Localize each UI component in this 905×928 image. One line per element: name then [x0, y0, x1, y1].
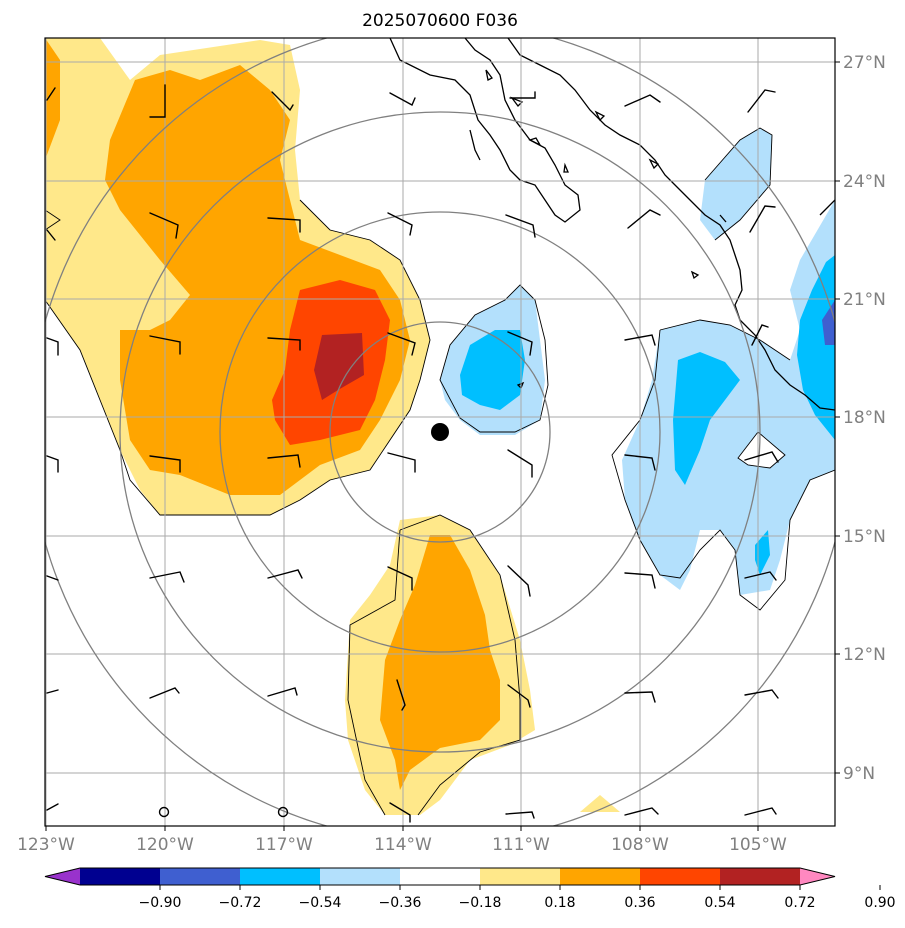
colorbar-tick-label: 0.36 [624, 895, 655, 911]
lat-label-18n: 18°N [843, 408, 886, 428]
colorbar-bin [80, 868, 161, 885]
colorbar-bin [240, 868, 321, 885]
lon-label-114w: 114°W [374, 835, 432, 855]
lon-label-111w: 111°W [492, 835, 550, 855]
map-panel [45, 38, 835, 826]
colorbar-ticks [159, 885, 881, 890]
colorbar-tick-label: −0.36 [379, 895, 422, 911]
lon-label-123w: 123°W [17, 835, 75, 855]
coastlines [389, 38, 835, 411]
lat-label-24n: 24°N [843, 172, 886, 192]
range-rings [45, 38, 835, 826]
positive-anomaly-south [345, 515, 620, 815]
lat-label-21n: 21°N [843, 290, 886, 310]
colorbar-swatches [44, 867, 836, 886]
lat-label-15n: 15°N [843, 527, 886, 547]
lat-label-9n: 9°N [843, 764, 875, 784]
longitude-labels: 123°W 120°W 117°W 114°W 111°W 108°W 105°… [17, 835, 787, 855]
colorbar: −0.90 −0.72 −0.54 −0.36 −0.18 0.18 0.36 0.54 0.7… [44, 867, 896, 911]
map-frame [44, 37, 836, 827]
storm-center-marker [431, 423, 449, 441]
colorbar-tick-label: 0.90 [864, 895, 895, 911]
calm-wind-markers [158, 806, 289, 818]
colorbar-outline [44, 867, 836, 886]
axis-ticks [45, 61, 840, 831]
wind-barbs [46, 84, 779, 823]
lat-label-27n: 27°N [843, 53, 886, 73]
colorbar-bin [560, 868, 641, 885]
colorbar-bin [400, 868, 481, 885]
colorbar-extend-high [800, 868, 835, 885]
positive-anomaly-west [45, 38, 430, 515]
colorbar-tick-label: −0.18 [459, 895, 502, 911]
colorbar-tick-label: 0.72 [784, 895, 815, 911]
colorbar-tick-label: 0.54 [704, 895, 735, 911]
lon-label-108w: 108°W [611, 835, 669, 855]
plot-title: 2025070600 F036 [362, 11, 518, 31]
colorbar-tick-label: 0.18 [544, 895, 575, 911]
colorbar-bin [320, 868, 401, 885]
colorbar-bin [640, 868, 721, 885]
lat-label-12n: 12°N [843, 645, 886, 665]
lon-label-120w: 120°W [136, 835, 194, 855]
colorbar-tick-label: −0.54 [299, 895, 342, 911]
lon-label-105w: 105°W [729, 835, 787, 855]
colorbar-bin [720, 868, 801, 885]
lon-label-117w: 117°W [255, 835, 313, 855]
colorbar-bin [480, 868, 561, 885]
negative-anomaly-center [440, 285, 545, 435]
colorbar-tick-labels: −0.90 −0.72 −0.54 −0.36 −0.18 0.18 0.36 0.54 0.7… [139, 895, 896, 911]
colorbar-tick-label: −0.90 [139, 895, 182, 911]
colorbar-extend-low [45, 868, 80, 885]
latitude-labels: 27°N 24°N 21°N 18°N 15°N 12°N 9°N [843, 53, 886, 784]
colorbar-bin [160, 868, 241, 885]
colorbar-tick-label: −0.72 [219, 895, 262, 911]
